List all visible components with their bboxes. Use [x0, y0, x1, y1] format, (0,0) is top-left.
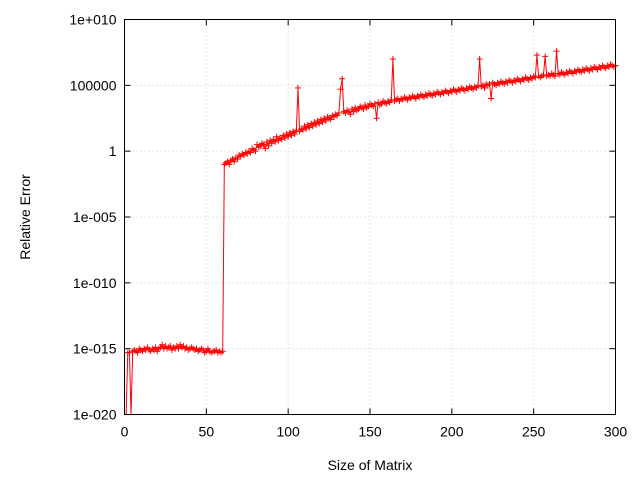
x-tick-label: 250 [522, 424, 546, 440]
series-relative-error [124, 48, 619, 415]
x-axis-title: Size of Matrix [328, 457, 413, 473]
data-point-marker [327, 116, 334, 123]
data-point-marker [126, 349, 133, 356]
y-tick-label: 1e-015 [73, 341, 117, 357]
data-point-marker [260, 141, 267, 148]
data-point-marker [309, 123, 316, 130]
data-point-marker [488, 95, 495, 102]
data-point-marker [263, 138, 270, 145]
x-tick-label: 100 [276, 424, 300, 440]
data-point-marker [268, 140, 275, 147]
x-tick-label: 50 [199, 424, 215, 440]
data-point-marker [371, 100, 378, 107]
data-point-marker [347, 111, 354, 118]
data-point-marker [337, 86, 344, 93]
data-point-marker [285, 133, 292, 140]
data-point-marker [288, 132, 295, 139]
y-tick-label: 1 [109, 143, 117, 159]
data-point-marker [542, 53, 549, 60]
data-point-marker [175, 345, 182, 352]
data-point-marker [360, 106, 367, 113]
data-point-marker [226, 161, 233, 168]
tick-labels: 0 50 100 150 200 250 300 1e-020 1e-015 1e-010 1e-0… [69, 12, 627, 440]
data-point-marker [278, 136, 285, 143]
y-axis-title: Relative Error [17, 174, 33, 260]
data-point-marker [533, 52, 540, 59]
data-point-marker [319, 119, 326, 126]
data-point-marker [291, 131, 298, 138]
y-tick-label: 1e+010 [69, 12, 116, 28]
data-point-marker [322, 117, 329, 124]
data-point-marker [293, 127, 300, 134]
data-point-marker [299, 127, 306, 134]
data-point-marker [281, 135, 288, 141]
x-tick-label: 200 [440, 424, 464, 440]
y-tick-label: 1e-005 [73, 209, 117, 225]
axis-ticks [124, 19, 616, 415]
data-point-marker [316, 120, 323, 127]
data-point-marker [303, 125, 310, 132]
series-line [125, 51, 616, 415]
data-point-marker [159, 341, 166, 348]
data-point-marker [335, 109, 342, 116]
data-point-marker [234, 156, 241, 163]
data-point-marker [272, 138, 279, 145]
y-tick-label: 1e-020 [73, 407, 117, 423]
data-point-marker [252, 148, 259, 155]
data-point-marker [476, 56, 483, 62]
data-point-marker [389, 56, 396, 62]
data-point-marker [247, 149, 254, 156]
x-tick-label: 0 [121, 424, 129, 440]
data-point-marker [373, 115, 380, 122]
y-tick-label: 1e-010 [73, 275, 117, 291]
data-point-marker [294, 84, 301, 91]
data-point-marker [306, 124, 313, 131]
data-point-marker [134, 349, 141, 356]
data-point-marker [231, 158, 238, 165]
data-point-marker [312, 121, 319, 128]
data-point-marker [339, 75, 346, 82]
y-tick-label: 100000 [70, 77, 117, 93]
data-point-marker [551, 73, 558, 80]
x-tick-label: 150 [358, 424, 382, 440]
data-point-marker [265, 142, 272, 149]
data-point-marker [350, 108, 357, 115]
data-point-marker [553, 48, 560, 55]
x-tick-label: 300 [604, 424, 628, 440]
data-point-marker [481, 84, 488, 91]
data-point-marker [219, 348, 226, 355]
data-point-marker [262, 145, 269, 152]
data-point-marker [167, 343, 174, 350]
data-point-marker [273, 133, 280, 140]
